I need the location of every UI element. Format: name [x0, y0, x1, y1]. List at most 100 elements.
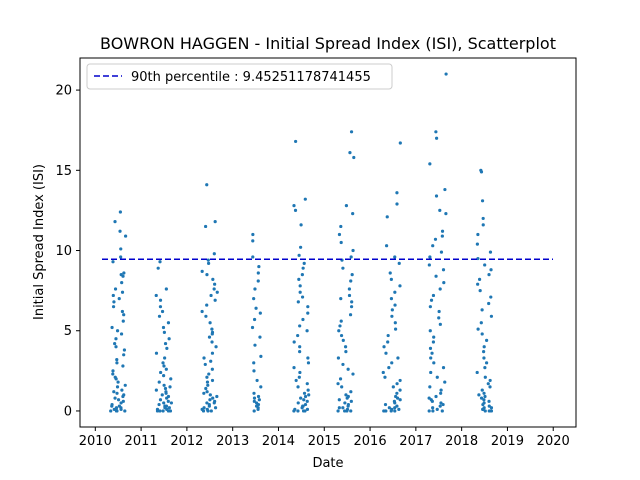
- data-point: [483, 375, 487, 379]
- data-point: [292, 204, 296, 208]
- data-point: [305, 399, 309, 403]
- data-point: [298, 324, 302, 328]
- data-point: [213, 220, 217, 224]
- data-point: [431, 406, 435, 410]
- y-tick-label: 20: [55, 84, 72, 99]
- data-point: [479, 396, 484, 400]
- data-point: [348, 313, 353, 317]
- data-point: [398, 284, 402, 288]
- y-axis-ticks: 0 5 10 15 20: [55, 84, 80, 419]
- data-point: [258, 311, 262, 315]
- legend: 90th percentile : 9.45251178741455: [86, 63, 393, 90]
- data-point: [251, 255, 255, 259]
- data-point: [208, 321, 212, 325]
- data-point: [302, 398, 306, 402]
- data-point: [440, 229, 445, 233]
- x-axis-ticks: 2010 2011 2012 2013 2014 2015 2016 2017 2018 2019…: [79, 427, 570, 449]
- data-point: [297, 375, 301, 379]
- data-point: [432, 361, 436, 365]
- data-point: [121, 364, 125, 368]
- data-point: [488, 378, 492, 383]
- data-point: [428, 346, 433, 350]
- data-point: [212, 252, 216, 256]
- data-point: [387, 406, 391, 410]
- data-point: [351, 248, 355, 253]
- data-point: [158, 298, 163, 302]
- data-point: [123, 383, 127, 387]
- x-tick-label: 2020: [537, 434, 570, 449]
- data-point: [385, 215, 389, 219]
- data-point: [305, 382, 309, 386]
- data-point: [207, 404, 211, 408]
- data-point: [296, 409, 300, 413]
- data-point: [344, 350, 348, 354]
- data-point: [252, 396, 257, 400]
- data-point: [158, 260, 162, 264]
- data-point: [444, 72, 448, 76]
- data-point: [215, 394, 219, 399]
- data-point: [116, 380, 120, 384]
- data-point: [428, 162, 432, 166]
- data-point: [252, 369, 256, 373]
- data-point: [483, 263, 487, 267]
- data-point: [351, 212, 355, 216]
- data-point: [439, 391, 443, 395]
- data-point: [165, 346, 169, 350]
- y-tick-label: 5: [64, 324, 72, 339]
- x-tick-label: 2018: [445, 434, 478, 449]
- data-point: [157, 402, 161, 407]
- data-point: [160, 393, 164, 397]
- data-point: [341, 266, 345, 270]
- data-point: [210, 332, 214, 336]
- data-point: [476, 256, 480, 261]
- data-point: [122, 313, 126, 317]
- data-point: [296, 300, 300, 304]
- data-point: [305, 329, 309, 333]
- data-point: [483, 409, 487, 413]
- data-point: [210, 351, 215, 355]
- data-point: [201, 409, 206, 413]
- data-point: [438, 208, 442, 213]
- data-point: [205, 183, 209, 187]
- data-point: [475, 242, 479, 246]
- data-point: [296, 385, 300, 389]
- data-point: [200, 269, 204, 273]
- data-point: [477, 393, 481, 397]
- data-point: [299, 396, 303, 400]
- data-point: [207, 261, 211, 265]
- data-point: [113, 396, 117, 400]
- data-point: [485, 361, 489, 365]
- data-point: [343, 345, 348, 349]
- data-point: [167, 406, 171, 410]
- data-point: [122, 271, 126, 275]
- data-point: [121, 274, 125, 278]
- data-point: [429, 370, 433, 375]
- data-point: [431, 409, 435, 413]
- data-point: [428, 385, 432, 389]
- data-point: [113, 220, 117, 224]
- data-point: [430, 351, 434, 355]
- y-tick-label: 0: [64, 404, 72, 419]
- data-point: [250, 325, 255, 330]
- data-points: [109, 72, 494, 413]
- data-point: [431, 244, 435, 248]
- data-point: [158, 305, 163, 309]
- data-point: [389, 409, 393, 413]
- data-point: [109, 409, 113, 413]
- data-point: [481, 402, 485, 407]
- data-point: [347, 293, 352, 298]
- data-point: [300, 272, 304, 277]
- data-point: [122, 353, 126, 357]
- data-point: [349, 409, 353, 413]
- x-tick-label: 2015: [308, 434, 341, 449]
- data-point: [390, 314, 394, 318]
- data-point: [432, 335, 436, 339]
- data-point: [159, 370, 163, 375]
- data-point: [255, 378, 259, 383]
- data-point: [339, 224, 343, 229]
- data-point: [482, 356, 486, 360]
- data-point: [438, 322, 442, 326]
- data-point: [121, 399, 125, 403]
- data-point: [209, 359, 213, 363]
- data-point: [478, 289, 482, 293]
